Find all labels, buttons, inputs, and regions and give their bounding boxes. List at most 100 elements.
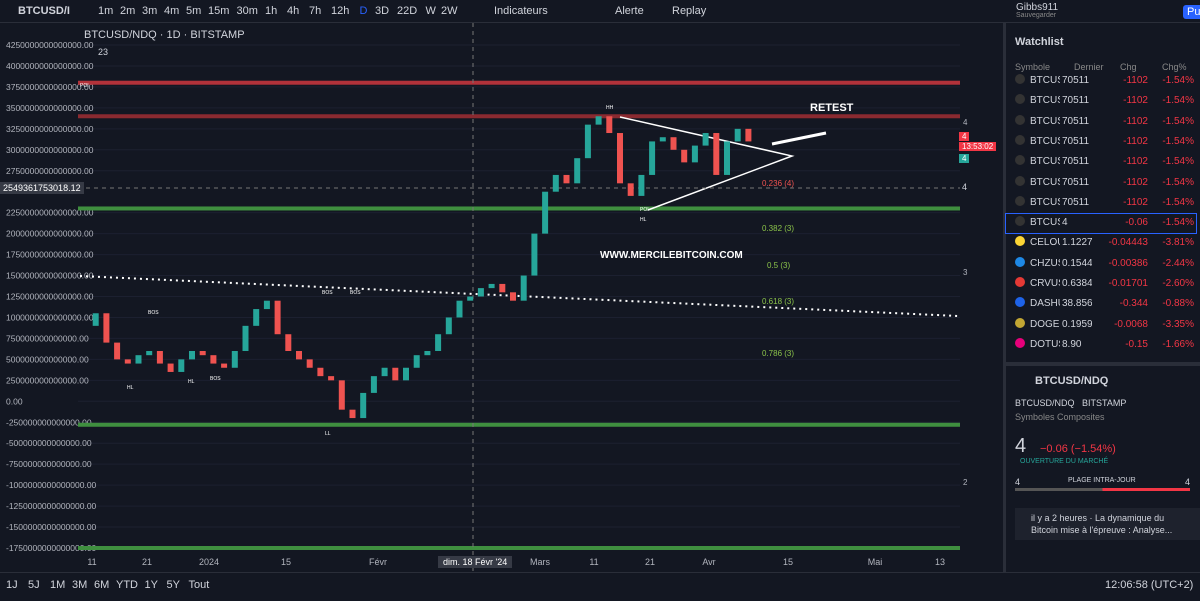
candle	[724, 141, 730, 175]
row-symbol[interactable]: BTCUSI	[1030, 135, 1060, 147]
interval-button[interactable]: D	[359, 5, 368, 17]
range-button[interactable]: 5Y	[166, 579, 180, 591]
candle	[199, 350, 206, 356]
selected-row[interactable]	[1005, 213, 1197, 235]
right-scale-label: 3	[963, 268, 968, 277]
candle	[659, 137, 666, 142]
row-last: 1.122779C	[1062, 237, 1092, 249]
replay-button[interactable]: Replay	[672, 5, 707, 17]
candle	[638, 174, 645, 196]
fib-label: 0.786 (3)	[762, 349, 794, 358]
interval-button[interactable]: 1h	[265, 5, 278, 17]
detail-kind: Symboles Composites	[1015, 412, 1105, 422]
detail-status: OUVERTURE DU MARCHÉ	[1020, 458, 1109, 465]
interval-button[interactable]: 12h	[331, 5, 350, 17]
range-button[interactable]: 3M	[72, 579, 88, 591]
y-tick-label: -250000000000000.00	[6, 417, 92, 427]
row-chg: -1102	[1123, 156, 1148, 168]
alert-button[interactable]: Alerte	[615, 5, 644, 17]
row-last: 70511	[1062, 95, 1090, 107]
row-symbol[interactable]: BTCUSI	[1030, 176, 1060, 188]
candle	[542, 191, 549, 234]
row-symbol[interactable]: CRVUSI	[1030, 278, 1060, 289]
y-tick-label: 2750000000000000.00	[6, 166, 94, 176]
range-button[interactable]: Tout	[188, 579, 210, 591]
news-item[interactable]: il y a 2 heures · La dynamique du Bitcoi…	[1015, 508, 1200, 540]
row-symbol[interactable]: BTCUSI	[1030, 95, 1060, 107]
candle	[221, 363, 228, 368]
interval-button[interactable]: 1m	[98, 5, 114, 17]
interval-button[interactable]: 2m	[120, 5, 136, 17]
symbol-icon	[1015, 337, 1025, 348]
interval-button[interactable]: 3D	[375, 5, 390, 17]
candle	[296, 350, 302, 360]
watchlist-title[interactable]: Watchlist	[1015, 36, 1064, 48]
row-symbol[interactable]: CHZUS	[1030, 257, 1060, 269]
row-chg: -1102	[1123, 75, 1148, 86]
range-button[interactable]: 1J	[6, 579, 18, 591]
annotation: LL	[325, 431, 331, 437]
interval-button[interactable]: 3m	[142, 5, 158, 17]
price-tag: 4	[959, 132, 970, 141]
y-tick-label: 3500000000000000.00	[6, 103, 94, 113]
y-tick-label: 4250000000000000.00	[6, 40, 94, 50]
candle	[189, 350, 195, 360]
range-button[interactable]: 6M	[94, 579, 110, 591]
publish-button[interactable]: Pu	[1183, 5, 1200, 19]
level-line	[78, 422, 960, 427]
interval-button[interactable]: 4m	[164, 5, 180, 17]
interval-button[interactable]: W	[425, 5, 436, 17]
range-button[interactable]: 1Y	[144, 579, 158, 591]
x-tick-label: Mars	[530, 557, 550, 567]
symbol-icon	[1015, 134, 1025, 145]
candle	[124, 359, 131, 364]
symbol-search[interactable]: BTCUSD/I	[18, 5, 70, 17]
row-symbol[interactable]: DOTUS	[1030, 338, 1060, 350]
y-tick-label: 1000000000000000.00	[6, 312, 94, 322]
row-symbol[interactable]: BTCUSI	[1030, 156, 1060, 168]
fib-label: 0.5 (3)	[767, 261, 790, 270]
indicator-count: 23	[98, 47, 108, 57]
interval-button[interactable]: 4h	[287, 5, 300, 17]
row-symbol[interactable]: BTCUSI	[1030, 115, 1060, 127]
interval-button[interactable]: 22D	[397, 5, 418, 17]
row-symbol[interactable]: BTCUSI	[1030, 75, 1060, 86]
row-chg-pct: -1.54%	[1162, 156, 1194, 168]
candle	[242, 325, 249, 351]
candle	[649, 141, 656, 175]
interval-button[interactable]: 15m	[208, 5, 230, 17]
interval-button[interactable]: 2W	[441, 5, 458, 17]
interval-button[interactable]: 5m	[186, 5, 202, 17]
trend-line	[79, 275, 959, 317]
range-button[interactable]: YTD	[116, 579, 138, 591]
annotation: BOS	[322, 290, 333, 296]
annotation: BOS	[148, 310, 159, 316]
user-name[interactable]: Gibbs911	[1016, 2, 1059, 13]
candle	[563, 174, 570, 184]
row-symbol[interactable]: BTCUSI	[1030, 196, 1060, 208]
interval-button[interactable]: 7h	[309, 5, 322, 17]
row-symbol[interactable]: DOGEU	[1030, 318, 1060, 330]
candle	[167, 363, 174, 372]
divider	[1006, 362, 1200, 366]
candle	[574, 158, 581, 184]
indicators-button[interactable]: Indicateurs	[494, 5, 548, 17]
interval-button[interactable]: 30m	[236, 5, 258, 17]
row-symbol[interactable]: DASHU	[1030, 298, 1060, 310]
candle	[328, 376, 335, 381]
candle	[381, 367, 388, 377]
candle	[477, 288, 484, 297]
range-button[interactable]: 5J	[28, 579, 40, 591]
x-tick-label: Mai	[868, 557, 883, 567]
y-tick-label: 1500000000000000.00	[6, 271, 94, 281]
y-tick-label: 2250000000000000.00	[6, 208, 94, 218]
candle	[360, 392, 367, 419]
chart-area: 4250000000000000.00 4000000000000000.00 37…	[6, 23, 960, 572]
watchlist-panel	[1003, 23, 1200, 572]
row-symbol[interactable]: CELOU	[1030, 237, 1060, 249]
row-symbol[interactable]: BTCUSI	[1030, 217, 1060, 229]
symbol-icon	[1015, 114, 1025, 125]
range-button[interactable]: 1M	[50, 579, 66, 591]
triangle-pattern	[619, 116, 795, 211]
